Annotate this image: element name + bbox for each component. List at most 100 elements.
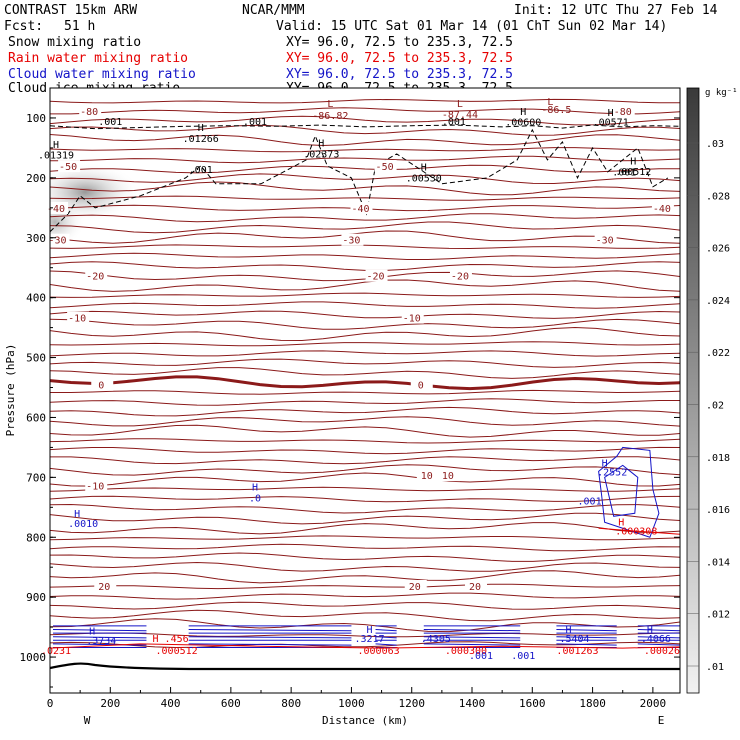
- isotherm-contour: [50, 341, 680, 347]
- x-tick-label: 1800: [579, 697, 606, 710]
- extremum-label: .02373: [303, 149, 339, 160]
- model-title: CONTRAST 15km ARW: [4, 3, 137, 18]
- extremum-label: H: [608, 108, 614, 119]
- isotherm-contour: [50, 416, 680, 427]
- cloud-water-contour: [423, 643, 521, 646]
- extrema-markers: .001.001H.01319H.01266L-86.82H.02373.001…: [38, 97, 680, 662]
- contour-label-bg: [416, 469, 439, 482]
- isotherm-contour: [50, 535, 680, 541]
- contour-label: -30: [49, 236, 67, 247]
- contour-label: -80: [614, 107, 632, 118]
- x-tick-label: 1000: [338, 697, 365, 710]
- isotherm-contour: [50, 583, 680, 590]
- isotherm-contour: [50, 609, 680, 622]
- extremum-label: .0231: [41, 646, 71, 657]
- colorbar: g kg⁻¹ .03 .028 .026 .024 .022 .02 .018 .016 .01…: [686, 87, 738, 694]
- cloud-water-contour: [53, 636, 147, 639]
- y-tick-label: 400: [26, 292, 46, 305]
- init-time: Init: 12 UTC Thu 27 Feb 14: [514, 3, 718, 18]
- contour-label-bg: [350, 202, 373, 214]
- contour-label: 0: [98, 381, 104, 392]
- isotherm-contour: [50, 252, 680, 260]
- contour-label: 20: [469, 582, 481, 593]
- cloud-water-contour: [188, 636, 352, 639]
- contour-label: 20: [409, 582, 421, 593]
- extremum-label: .4305: [421, 634, 451, 645]
- cloud-ice-contour: [50, 124, 680, 130]
- isotherm-contour: [50, 155, 680, 164]
- isotherm-contour: [50, 107, 680, 115]
- x-tick-label: 400: [161, 697, 181, 710]
- extremum-label: .2552: [597, 468, 627, 479]
- extremum-label: L: [457, 99, 463, 110]
- contour-label: -10: [68, 314, 86, 325]
- contour-label-bg: [46, 202, 69, 214]
- extremum-label: .00530: [406, 173, 442, 184]
- colorbar-label: .02: [706, 401, 724, 412]
- valid-time: Valid: 15 UTC Sat 01 Mar 14 (01 ChT Sun …: [276, 19, 667, 34]
- y-tick-label: 100: [26, 112, 46, 125]
- extremum-label: .000308: [615, 526, 657, 537]
- extremum-label: .001: [98, 117, 122, 128]
- isotherm-contour: [50, 632, 680, 638]
- cloud-water-contour: [556, 629, 617, 632]
- contour-label: -50: [59, 162, 77, 173]
- y-tick-label: 700: [26, 471, 46, 484]
- contour-label: -20: [86, 272, 104, 283]
- x-axis-title: Distance (km): [322, 714, 408, 727]
- colorbar-label: .022: [706, 348, 730, 359]
- field-name-rain: Rain water mixing ratio: [8, 51, 188, 66]
- east-label: E: [658, 714, 665, 727]
- extremum-label: H: [618, 517, 624, 528]
- isotherm-contour: [50, 173, 680, 185]
- extremum-label: .001: [442, 117, 466, 128]
- west-label: W: [84, 714, 91, 727]
- extremum-label: .00600: [505, 118, 541, 129]
- cloud-water-contour: [637, 629, 680, 632]
- field-xy-cloud-water: XY= 96.0, 72.5 to 235.3, 72.5: [286, 67, 513, 82]
- isotherm-contour: [50, 326, 680, 342]
- extremum-label: H: [198, 123, 204, 134]
- extremum-label: -86.5: [541, 105, 571, 116]
- isotherm-contour: [50, 543, 680, 552]
- rain-water-contour: [50, 643, 680, 649]
- contour-labels: -80 -80 -50 -50 -40 -40 -40 -30 -30 -30 -20 -20 -20 -…: [46, 104, 674, 593]
- colorbar-unit: g kg⁻¹: [705, 88, 738, 98]
- contour-label: 0: [418, 381, 424, 392]
- field-xy-snow: XY= 96.0, 72.5 to 235.3, 72.5: [286, 35, 513, 50]
- extremum-label: .00026: [644, 646, 680, 657]
- extremum-label: .4066: [641, 634, 671, 645]
- extremum-label: H: [152, 634, 158, 645]
- extremum-label: .000512: [156, 646, 198, 657]
- isotherm-contour: [50, 98, 680, 104]
- contour-label: -20: [451, 272, 469, 283]
- isotherm-contour: [50, 398, 680, 406]
- colorbar-label: .024: [706, 296, 730, 307]
- extremum-label: H: [367, 625, 373, 636]
- isotherm-contour: [50, 270, 680, 282]
- extremum-label: .000063: [357, 646, 399, 657]
- isotherm-contour: [50, 389, 680, 395]
- extremum-label: L: [547, 97, 553, 108]
- contour-label: 10: [442, 471, 454, 482]
- extremum-label: .001: [511, 651, 535, 662]
- extremum-label: .001: [189, 165, 213, 176]
- org-title: NCAR/MMM: [242, 3, 305, 18]
- y-axis-title: Pressure (hPa): [4, 344, 17, 437]
- cloud-water-contour: [637, 643, 680, 646]
- contour-label-bg: [612, 104, 635, 117]
- contour-label-bg: [401, 311, 424, 324]
- x-axis: 0 200 400 600 800 1000 1200 1400 1600 1800 2000: [47, 687, 666, 710]
- y-tick-label: 300: [26, 232, 46, 245]
- extremum-label: .3217: [354, 634, 384, 645]
- contour-label-bg: [58, 160, 81, 173]
- contour-label: -30: [596, 236, 614, 247]
- extremum-label: .0: [249, 493, 261, 504]
- contour-label-bg: [404, 579, 427, 592]
- isotherm-contour: [50, 512, 680, 525]
- isotherm-contour: [50, 486, 680, 492]
- colorbar-labels: .03 .028 .026 .024 .022 .02 .018 .016 .014 .012 .0…: [687, 139, 730, 673]
- isotherm-contour: [50, 292, 680, 298]
- extremum-label: -87.44: [442, 110, 478, 121]
